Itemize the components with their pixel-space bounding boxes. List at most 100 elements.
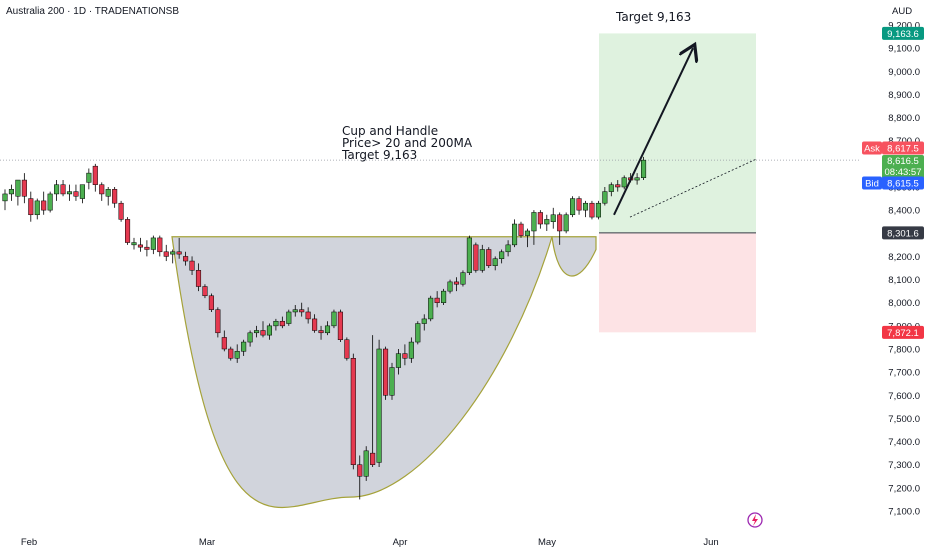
candle-up[interactable] — [324, 325, 331, 334]
candle-up[interactable] — [286, 311, 292, 324]
candle-down[interactable] — [73, 191, 79, 197]
cup-annotation-line-2[interactable]: Price> 20 and 200MA — [342, 136, 473, 150]
candle-up[interactable] — [570, 198, 576, 216]
candle-up[interactable] — [428, 297, 434, 320]
tradingview-lightning-icon[interactable] — [747, 512, 763, 528]
candle-up[interactable] — [234, 351, 240, 359]
candle-down[interactable] — [228, 348, 234, 359]
candle-up[interactable] — [421, 318, 427, 324]
candle-down[interactable] — [383, 348, 389, 396]
candle-up[interactable] — [544, 219, 550, 225]
target-annotation[interactable]: Target 9,163 — [615, 10, 691, 24]
candle-up[interactable] — [8, 189, 14, 195]
candle-down[interactable] — [125, 219, 131, 243]
candle-down[interactable] — [195, 270, 202, 287]
candle-up[interactable] — [524, 230, 531, 236]
candle-up[interactable] — [563, 214, 569, 232]
candle-down[interactable] — [260, 330, 266, 336]
candle-up[interactable] — [2, 193, 8, 202]
candle-down[interactable] — [486, 249, 492, 266]
candle-down[interactable] — [112, 189, 118, 204]
candle-up[interactable] — [512, 223, 518, 246]
candle-up[interactable] — [47, 193, 53, 211]
candle-down[interactable] — [318, 330, 324, 334]
candle-up[interactable] — [34, 200, 40, 216]
candle-down[interactable] — [137, 244, 143, 248]
candle-down[interactable] — [157, 237, 163, 253]
candle-down[interactable] — [357, 464, 363, 477]
candle-down[interactable] — [60, 184, 66, 195]
candle-up[interactable] — [621, 177, 627, 188]
candle-down[interactable] — [453, 281, 460, 285]
candle-down[interactable] — [299, 309, 305, 313]
candle-down[interactable] — [402, 353, 408, 359]
candle-up[interactable] — [66, 191, 73, 195]
candle-up[interactable] — [331, 311, 337, 327]
candle-up[interactable] — [241, 341, 247, 352]
candle-up[interactable] — [363, 450, 369, 477]
candle-down[interactable] — [41, 200, 47, 211]
candle-up[interactable] — [505, 244, 511, 253]
candle-down[interactable] — [144, 246, 150, 250]
candle-down[interactable] — [518, 223, 524, 236]
candle-up[interactable] — [634, 177, 640, 181]
candle-down[interactable] — [28, 198, 34, 216]
candle-up[interactable] — [531, 212, 537, 232]
candle-up[interactable] — [415, 323, 421, 343]
candle-up[interactable] — [105, 189, 111, 197]
candle-up[interactable] — [54, 184, 60, 195]
target-arrow[interactable] — [613, 48, 693, 216]
candle-up[interactable] — [608, 184, 614, 192]
candle-down[interactable] — [99, 184, 105, 195]
candle-down[interactable] — [215, 309, 221, 334]
candle-up[interactable] — [499, 251, 505, 259]
candle-up[interactable] — [441, 290, 447, 303]
candle-up[interactable] — [266, 325, 272, 336]
candle-up[interactable] — [79, 184, 85, 199]
candle-up[interactable] — [492, 258, 498, 266]
candle-down[interactable] — [350, 358, 356, 465]
candle-up[interactable] — [641, 159, 647, 178]
candle-down[interactable] — [537, 212, 543, 225]
candle-up[interactable] — [466, 237, 472, 273]
candle-up[interactable] — [389, 367, 395, 396]
candle-down[interactable] — [92, 165, 98, 185]
candle-down[interactable] — [337, 311, 343, 340]
candle-up[interactable] — [86, 172, 92, 183]
candle-down[interactable] — [208, 295, 214, 310]
candle-up[interactable] — [247, 332, 253, 343]
candle-up[interactable] — [150, 237, 156, 250]
candle-up[interactable] — [131, 242, 137, 246]
candle-up[interactable] — [376, 348, 382, 463]
candle-up[interactable] — [395, 353, 401, 368]
candle-down[interactable] — [189, 260, 195, 271]
candle-up[interactable] — [479, 249, 485, 271]
candle-down[interactable] — [176, 251, 182, 255]
candle-up[interactable] — [170, 251, 176, 255]
candle-up[interactable] — [550, 214, 556, 222]
candle-down[interactable] — [183, 256, 189, 262]
candle-up[interactable] — [447, 281, 453, 292]
candle-up[interactable] — [408, 341, 414, 359]
candle-up[interactable] — [254, 330, 260, 334]
candle-up[interactable] — [292, 309, 298, 313]
candle-down[interactable] — [473, 244, 479, 271]
candle-up[interactable] — [582, 202, 589, 211]
candle-down[interactable] — [312, 318, 318, 331]
candle-up[interactable] — [602, 191, 608, 204]
candle-down[interactable] — [589, 202, 595, 218]
candle-down[interactable] — [615, 184, 621, 188]
candle-down[interactable] — [202, 286, 208, 297]
candle-down[interactable] — [163, 251, 169, 257]
candle-down[interactable] — [434, 297, 440, 303]
candle-down[interactable] — [576, 198, 582, 211]
cup-annotation-line-3[interactable]: Target 9,163 — [341, 148, 417, 162]
candle-down[interactable] — [370, 452, 376, 465]
candle-down[interactable] — [279, 320, 285, 327]
candle-down[interactable] — [344, 339, 350, 359]
candle-up[interactable] — [460, 272, 466, 285]
cup-annotation-line-1[interactable]: Cup and Handle — [342, 124, 438, 138]
candle-down[interactable] — [21, 179, 27, 197]
candle-up[interactable] — [273, 320, 279, 327]
